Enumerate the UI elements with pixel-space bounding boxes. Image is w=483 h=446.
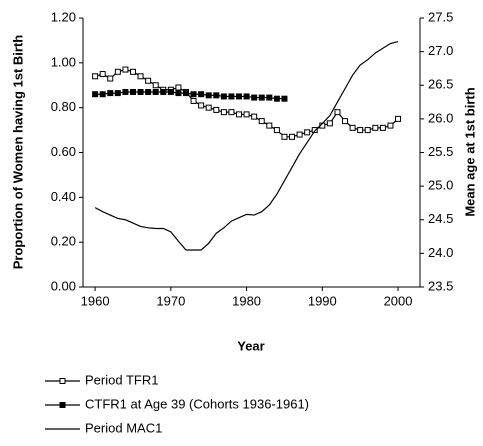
marker: [190, 91, 197, 98]
y2-tick-label: 25.5: [428, 144, 453, 159]
legend-marker: [59, 378, 66, 384]
marker: [205, 92, 212, 99]
marker: [334, 109, 341, 116]
marker: [92, 73, 99, 80]
marker: [145, 77, 152, 84]
marker: [379, 124, 386, 131]
y2-tick-label: 24.5: [428, 211, 453, 226]
marker: [372, 124, 379, 131]
marker: [258, 94, 265, 101]
marker: [349, 124, 356, 131]
legend-label: CTFR1 at Age 39 (Cohorts 1936-1961): [85, 396, 309, 411]
marker: [251, 113, 258, 120]
marker: [198, 102, 205, 109]
x-tick-label: 1970: [156, 293, 185, 308]
marker: [114, 90, 121, 97]
marker: [220, 93, 227, 100]
marker: [152, 88, 159, 95]
marker: [364, 127, 371, 134]
marker: [289, 133, 296, 140]
marker: [182, 90, 189, 97]
y2-tick-label: 26.0: [428, 110, 453, 125]
y-tick-label: 0.60: [51, 144, 76, 159]
marker: [220, 109, 227, 116]
marker: [190, 97, 197, 104]
y-tick-label: 1.00: [51, 54, 76, 69]
series-line: [94, 40, 399, 251]
y2-tick-label: 27.0: [428, 43, 453, 58]
marker: [122, 88, 129, 95]
y2-tick-label: 26.5: [428, 77, 453, 92]
marker: [236, 93, 243, 100]
legend-label: Period MAC1: [85, 420, 162, 435]
y2-axis-label: Mean age at 1st birth: [462, 87, 477, 216]
marker: [137, 73, 144, 80]
marker: [107, 90, 114, 97]
marker: [175, 84, 182, 91]
marker: [99, 91, 106, 98]
marker: [342, 118, 349, 125]
marker: [198, 91, 205, 98]
x-tick-label: 1980: [232, 293, 261, 308]
marker: [273, 95, 280, 102]
x-tick-label: 1960: [81, 293, 110, 308]
x-axis-label: Year: [237, 338, 264, 353]
marker: [243, 93, 250, 100]
marker: [296, 131, 303, 138]
y-tick-label: 1.20: [51, 9, 76, 24]
y2-tick-label: 23.5: [428, 278, 453, 293]
marker: [129, 68, 136, 75]
marker: [99, 71, 106, 78]
marker: [387, 122, 394, 129]
marker: [228, 109, 235, 116]
marker: [311, 127, 318, 134]
marker: [137, 88, 144, 95]
y2-tick-label: 24.0: [428, 245, 453, 260]
marker: [213, 106, 220, 113]
y-tick-label: 0.20: [51, 234, 76, 249]
marker: [122, 66, 129, 73]
legend-marker: [59, 402, 66, 408]
y-tick-label: 0.80: [51, 99, 76, 114]
marker: [107, 75, 114, 82]
y2-tick-label: 27.5: [428, 9, 453, 24]
marker: [129, 88, 136, 95]
y2-tick-label: 25.0: [428, 178, 453, 193]
marker: [266, 94, 273, 101]
marker: [258, 118, 265, 125]
legend-label: Period TFR1: [85, 372, 158, 387]
y-tick-label: 0.40: [51, 189, 76, 204]
marker: [304, 129, 311, 136]
marker: [228, 93, 235, 100]
marker: [114, 68, 121, 75]
marker: [213, 92, 220, 99]
marker: [281, 95, 288, 102]
marker: [395, 115, 402, 122]
marker: [152, 82, 159, 89]
marker: [160, 88, 167, 95]
y-tick-label: 0.00: [51, 278, 76, 293]
marker: [273, 127, 280, 134]
marker: [92, 91, 99, 98]
marker: [175, 90, 182, 97]
marker: [326, 120, 333, 127]
marker: [167, 88, 174, 95]
marker: [205, 104, 212, 111]
marker: [281, 133, 288, 140]
marker: [251, 94, 258, 101]
x-tick-label: 2000: [384, 293, 413, 308]
x-tick-label: 1990: [308, 293, 337, 308]
marker: [236, 111, 243, 118]
marker: [243, 111, 250, 118]
marker: [266, 122, 273, 129]
marker: [145, 88, 152, 95]
marker: [357, 127, 364, 134]
y-axis-label: Proportion of Women having 1st Birth: [10, 35, 25, 270]
